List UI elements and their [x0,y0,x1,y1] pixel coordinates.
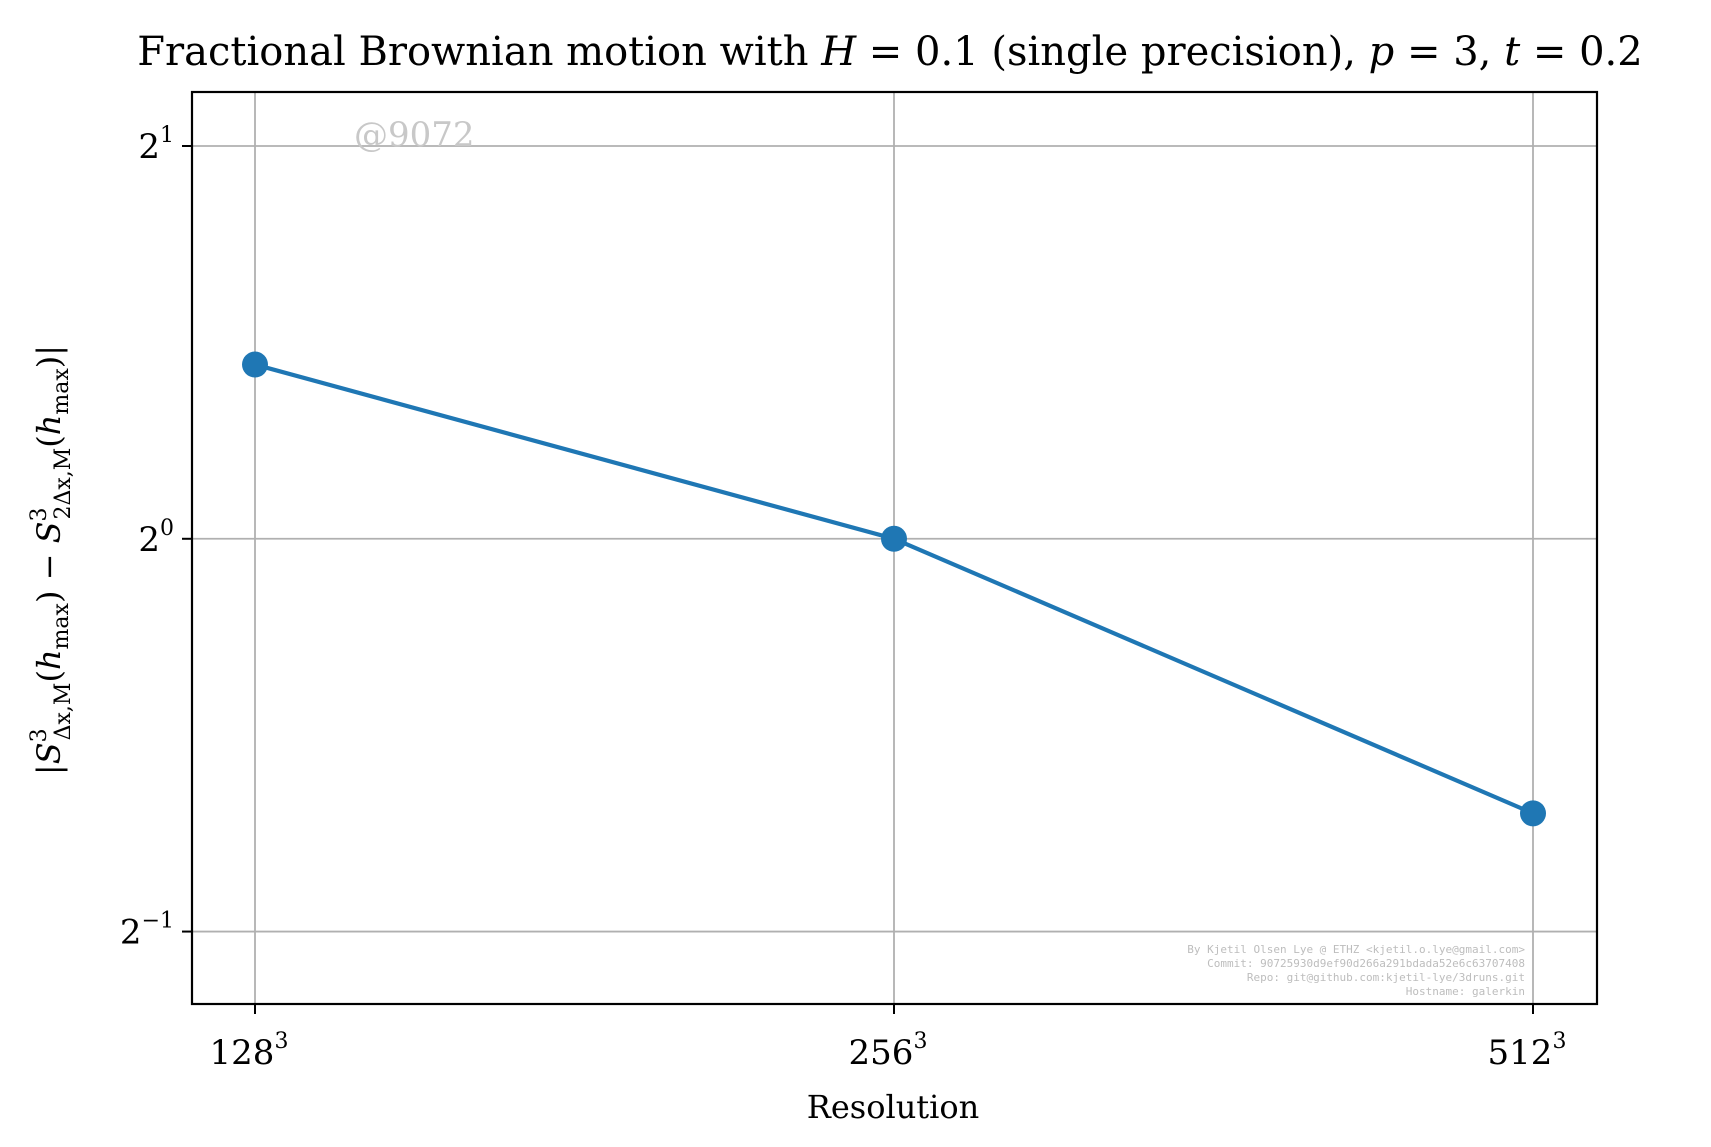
x-tick-base: 256 [849,1033,914,1073]
y-label-close1: ) − [30,543,68,603]
y-label-open1: ( [30,670,68,682]
y-label-s2: S [30,521,68,543]
x-axis-label: Resolution [807,1088,980,1126]
title-part-1: Fractional Brownian motion with [137,29,821,75]
credit-line-2: Commit: 90725930d9ef90d266a291bdada52e6c… [1207,957,1525,970]
x-tick-exp: 3 [1552,1029,1566,1054]
credit-line-3: Repo: git@github.com:kjetil-lye/3druns.g… [1247,971,1525,984]
y-label-max2: max [49,368,74,415]
y-tick-base: 2 [138,520,160,560]
data-point [1520,800,1546,827]
title-h: H [820,29,857,75]
y-label-h2: h [30,415,68,436]
y-tick-label: 20 [138,516,174,560]
y-label-sup1: 3 [27,728,52,742]
x-tick-base: 128 [210,1033,275,1073]
x-tick-base: 512 [1488,1033,1553,1073]
y-label-bar-open: | [30,764,68,775]
x-tick-label: 2563 [849,1029,928,1073]
y-label-max1: max [49,602,74,649]
title-p: p [1369,29,1395,75]
y-tick-label: 21 [138,123,174,167]
y-tick-exp: −1 [142,909,174,934]
y-label-open2: ( [30,435,68,447]
y-tick-exp: 1 [160,123,174,148]
x-tick-exp: 3 [913,1029,927,1054]
x-tick-exp: 3 [274,1029,288,1054]
y-label-h1: h [30,649,68,670]
chart-title: Fractional Brownian motion with H = 0.1 … [137,29,1642,75]
y-label-sub2: 2Δx,M [51,448,76,520]
credit-line-4: Hostname: galerkin [1406,985,1525,998]
title-part-4: = 0.2 [1520,29,1643,75]
series-layer [242,351,1546,827]
y-tick-label: 2−1 [120,909,174,953]
y-axis-label: |S3Δx,M(hmax) − S32Δx,M(hmax)| [27,345,76,775]
y-tick-exp: 0 [160,516,174,541]
data-point [881,525,907,552]
title-part-2: = 0.1 (single precision), [856,29,1369,75]
y-label-s1: S [30,742,68,764]
y-tick-base: 2 [138,127,160,167]
tick-marks [182,145,1534,1014]
x-tick-label: 5123 [1488,1029,1567,1073]
y-label-sub1: Δx,M [51,683,76,741]
y-label-sup2: 3 [27,507,52,521]
y-tick-base: 2 [120,913,142,953]
data-point [242,351,268,378]
title-t: t [1504,29,1521,75]
watermark: @9072 [354,115,475,155]
title-part-3: = 3, [1394,29,1504,75]
x-tick-label: 1283 [210,1029,289,1073]
y-label-close2: )| [30,345,68,368]
credit-block: By Kjetil Olsen Lye @ ETHZ <kjetil.o.lye… [1187,943,1525,998]
credit-line-1: By Kjetil Olsen Lye @ ETHZ <kjetil.o.lye… [1187,943,1525,956]
